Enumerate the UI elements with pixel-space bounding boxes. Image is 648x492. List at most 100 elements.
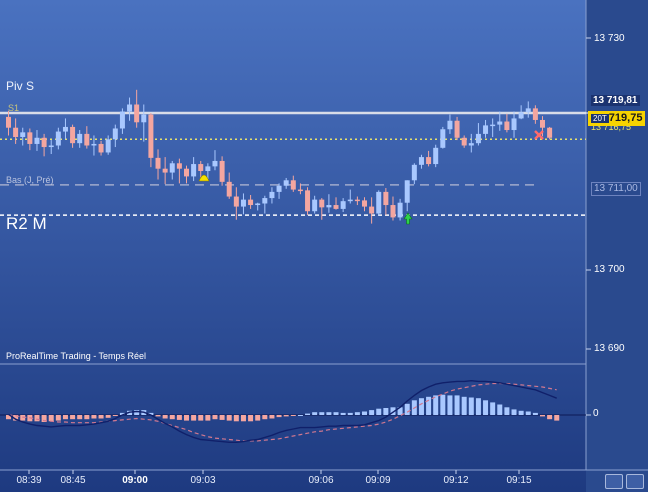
last-price-label: 13 719,81	[591, 95, 640, 106]
macd-histogram-bar	[290, 415, 296, 416]
macd-histogram-bar	[112, 415, 118, 416]
macd-histogram-bar	[312, 412, 318, 415]
candle-body	[547, 127, 553, 138]
candle-body	[219, 160, 225, 182]
zoom-out-button[interactable]	[605, 474, 623, 489]
macd-histogram-bar	[162, 415, 168, 419]
candle-body	[404, 180, 410, 203]
time-tick-0906: 09:06	[308, 475, 334, 486]
candle-body	[540, 119, 545, 128]
macd-histogram-bar	[475, 398, 481, 415]
macd-histogram-bar	[376, 408, 382, 415]
macd-histogram-bar	[205, 415, 211, 421]
candle-body	[105, 139, 111, 153]
candle-body	[283, 180, 289, 186]
candle-body	[91, 143, 97, 146]
macd-histogram-bar	[283, 415, 289, 417]
candle-body	[112, 128, 118, 140]
candle-body	[340, 201, 346, 209]
macd-histogram-bar	[297, 415, 303, 416]
macd-histogram-bar	[454, 395, 460, 415]
macd-histogram-bar	[490, 402, 496, 415]
macd-histogram-bar	[468, 397, 474, 415]
candle-body	[212, 160, 218, 167]
macd-histogram-bar	[77, 415, 83, 420]
macd-line	[8, 379, 557, 443]
macd-histogram-bar	[91, 415, 97, 419]
candle-body	[70, 126, 76, 144]
time-tick-0845: 08:45	[60, 475, 86, 486]
time-tick-0900: 09:00	[122, 475, 148, 486]
close-icon-stroke	[534, 130, 544, 140]
macd-histogram-bar	[70, 415, 76, 420]
candle-body	[162, 168, 168, 173]
candle-body	[369, 206, 375, 214]
candle-body	[62, 126, 68, 132]
candle-body	[326, 205, 332, 208]
macd-histogram-bar	[525, 411, 531, 415]
bas-label: Bas (J, Pré)	[6, 175, 54, 185]
macd-histogram-bar	[55, 415, 61, 421]
price-tick-13700: 13 700	[594, 264, 625, 275]
macd-histogram-bar	[404, 403, 410, 415]
macd-histogram-bar	[447, 395, 453, 415]
macd-histogram-bar	[262, 415, 268, 420]
macd-histogram-bar	[532, 412, 538, 415]
candle-body	[226, 181, 232, 197]
candle-body	[383, 191, 389, 206]
candle-body	[27, 132, 33, 144]
macd-histogram-bar	[233, 415, 239, 422]
candle-body	[376, 191, 382, 214]
candle-body	[98, 143, 104, 153]
zoom-in-button[interactable]	[626, 474, 644, 489]
candle-body	[354, 199, 360, 202]
macd-histogram-bar	[518, 410, 524, 415]
candle-body	[191, 164, 197, 177]
macd-histogram-bar	[362, 411, 367, 415]
buy-arrow-icon	[403, 212, 413, 225]
candle-body	[127, 104, 133, 112]
candle-body	[305, 190, 311, 212]
candle-body	[6, 116, 11, 128]
close-position-icon	[534, 130, 544, 140]
time-tick-0915: 09:15	[506, 475, 532, 486]
candle-body	[240, 199, 246, 207]
macd-histogram-bar	[554, 415, 560, 421]
candle-body	[397, 202, 403, 218]
macd-histogram-bar	[6, 415, 11, 420]
macd-histogram-bar	[34, 415, 40, 422]
time-tick-0909: 09:09	[365, 475, 391, 486]
candle-body	[148, 114, 154, 158]
macd-histogram-bar	[20, 415, 26, 421]
candle-body	[390, 205, 396, 218]
macd-histogram-bar	[219, 415, 225, 420]
macd-histogram-bar	[176, 415, 182, 420]
candle-body	[319, 199, 325, 208]
current-price-badge-value: 719,75	[608, 112, 643, 124]
candle-body	[155, 157, 161, 169]
macd-histogram-bar	[191, 415, 197, 421]
candle-body	[525, 108, 531, 113]
price-pane-background	[0, 0, 586, 492]
candle-body	[255, 203, 261, 206]
candle-body	[34, 137, 40, 144]
macd-histogram-bar	[134, 410, 140, 415]
candle-body	[518, 112, 524, 119]
macd-histogram-bar	[333, 412, 339, 415]
candle-body	[77, 133, 83, 144]
candle-body	[41, 137, 47, 148]
time-tick-0839: 08:39	[16, 475, 42, 486]
macd-histogram-bar	[433, 395, 439, 415]
macd-histogram-bar	[62, 415, 68, 420]
candle-body	[198, 164, 204, 172]
time-tick-0903: 09:03	[190, 475, 216, 486]
candle-body	[433, 147, 439, 165]
macd-histogram-bar	[41, 415, 47, 422]
time-tick-0912: 09:12	[443, 475, 469, 486]
macd-histogram-bar	[483, 400, 489, 415]
candle-body	[169, 163, 175, 173]
candle-body	[248, 199, 254, 206]
candle-body	[48, 145, 54, 148]
candle-body	[483, 125, 489, 134]
